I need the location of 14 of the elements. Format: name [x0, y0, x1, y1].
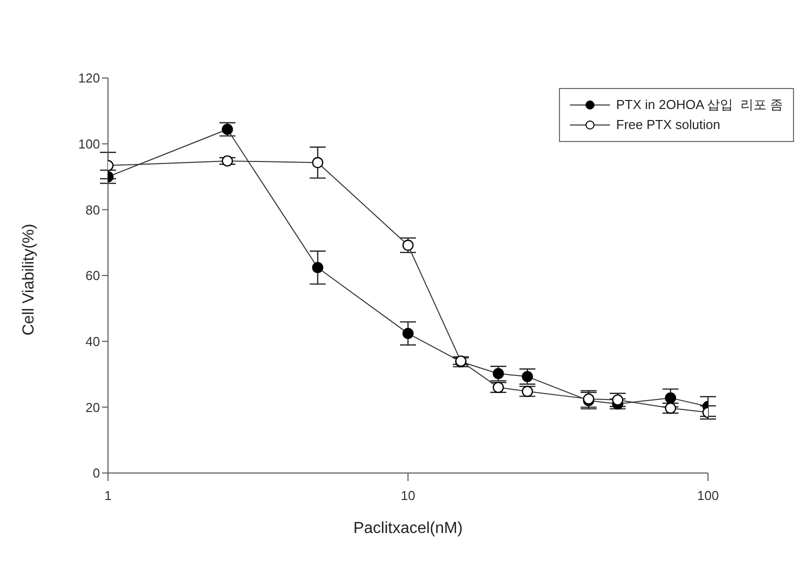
y-tick-label: 120	[78, 70, 100, 86]
x-tick-label: 100	[697, 488, 719, 504]
y-tick-label: 0	[92, 466, 100, 481]
y-tick-label: 80	[86, 202, 100, 218]
y-tick-label: 20	[86, 400, 100, 415]
legend-label: Free PTX solution	[616, 116, 720, 134]
x-tick-label: 1	[104, 488, 112, 504]
legend-label: PTX in 2OHOA 삽입 리포 좀	[616, 96, 783, 114]
y-tick-label: 40	[86, 334, 100, 349]
y-tick-label: 100	[78, 136, 100, 152]
y-axis-title: Cell Viability(%)	[20, 224, 38, 336]
x-axis-title: Paclitxacel(nM)	[353, 520, 463, 537]
y-tick-label: 60	[86, 268, 100, 284]
x-tick-label: 10	[400, 488, 416, 504]
